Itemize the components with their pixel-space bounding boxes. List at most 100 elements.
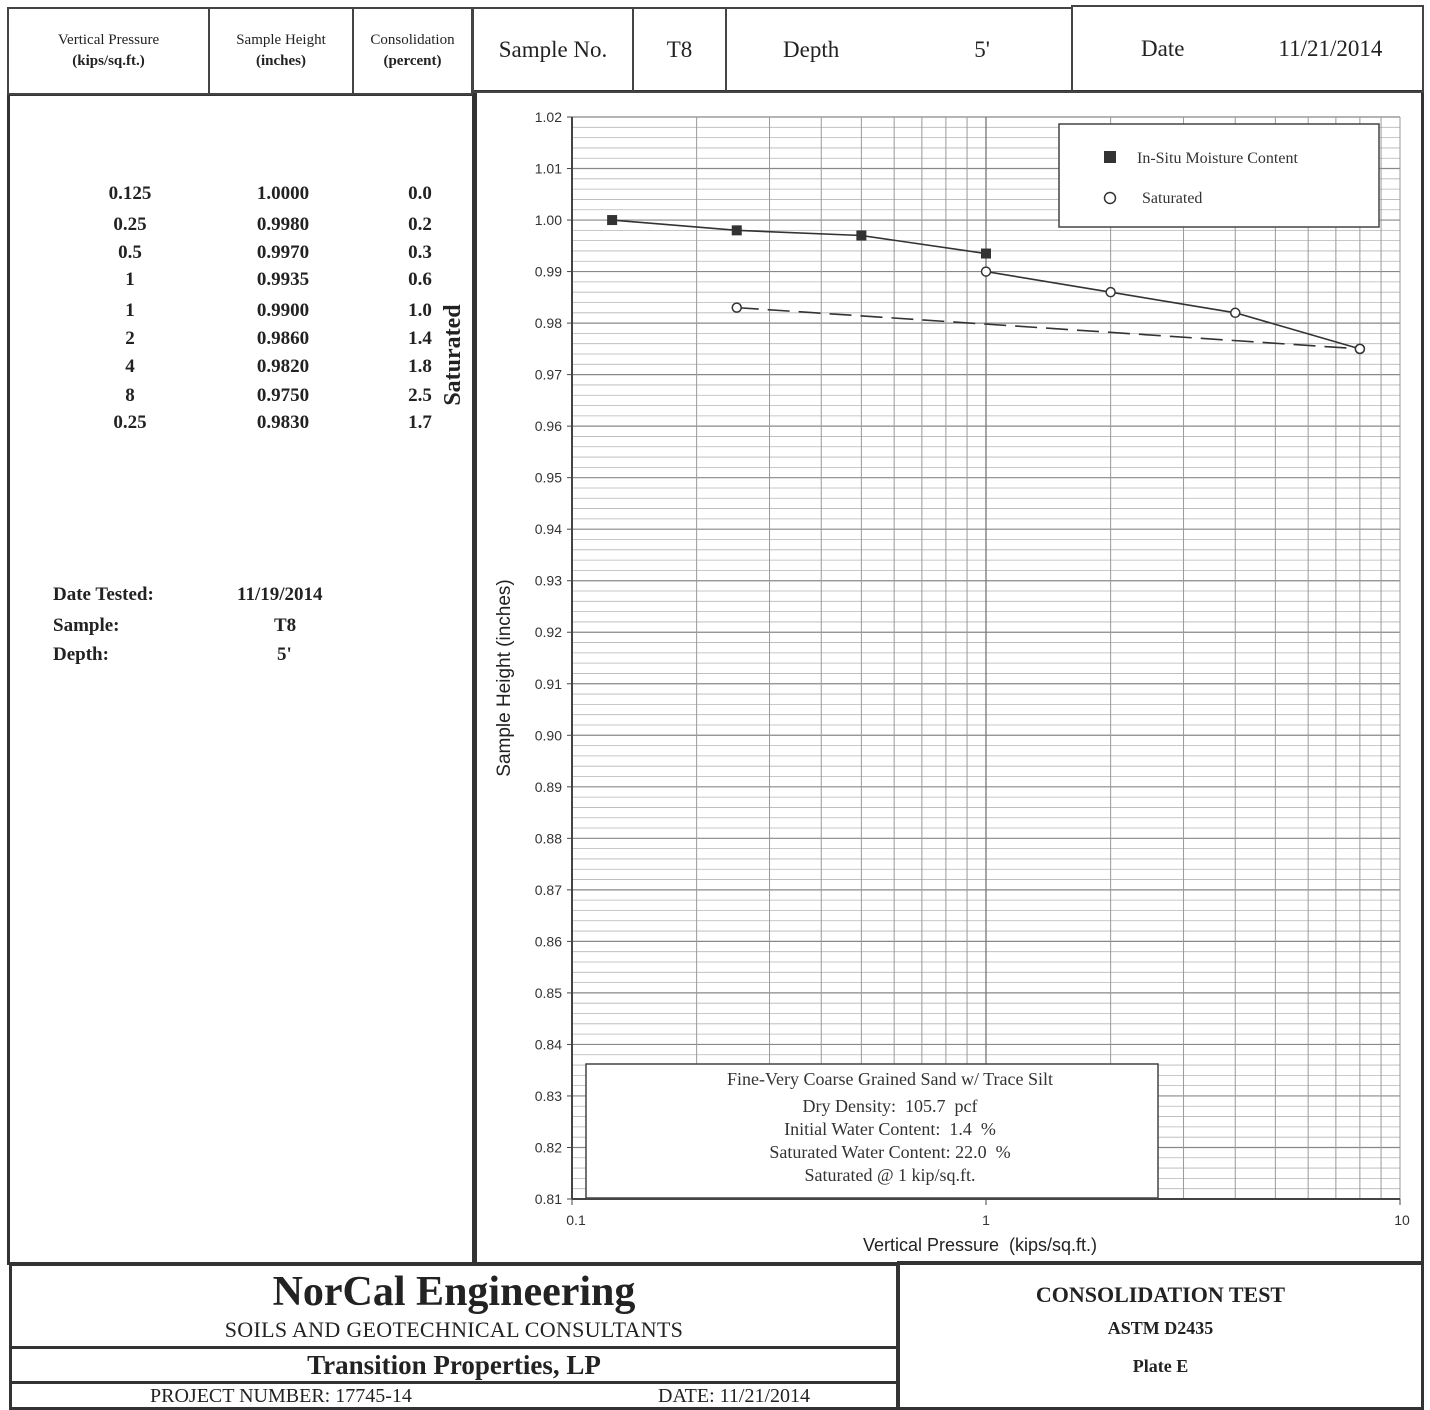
- x-tick-label: 0.1: [566, 1212, 586, 1228]
- table-cell-consolidation: 2.5: [408, 385, 432, 406]
- table-cell-pressure: 1: [125, 300, 135, 321]
- legend-box: [1058, 123, 1380, 228]
- insitu-point: [856, 230, 867, 241]
- table-cell-height: 0.9860: [256, 328, 310, 349]
- table-cell-consolidation: 1.0: [408, 300, 432, 321]
- saturated-series-line: [985, 270, 1361, 350]
- data-table: 0.125 1.0000 0.0 0.25 0.9980 0.2 0.5 0.9970 0.3 1…: [0, 0, 475, 460]
- y-tick-label: 0.94: [535, 521, 562, 537]
- depth-info-label: Depth:: [53, 644, 109, 665]
- depth-info-value: 5': [277, 644, 292, 665]
- y-tick-label: 0.82: [535, 1139, 562, 1155]
- table-cell-consolidation: 0.0: [408, 183, 432, 204]
- table-cell-consolidation: 1.8: [408, 356, 432, 377]
- y-tick-label: 1.00: [535, 212, 562, 228]
- table-cell-pressure: 4: [125, 356, 135, 377]
- insitu-point: [607, 215, 618, 226]
- company-name: NorCal Engineering: [272, 1269, 636, 1315]
- header-sample-value-cell: T8: [632, 7, 727, 93]
- y-tick-label: 0.99: [535, 264, 562, 280]
- header-height-title: Sample Height: [236, 32, 326, 48]
- date-label: Date: [1141, 36, 1185, 61]
- date-value: 11/21/2014: [1278, 36, 1383, 61]
- table-cell-pressure: 0.5: [118, 242, 142, 263]
- header-height-cell: Sample Height (inches): [208, 7, 354, 95]
- y-tick-label: 1.02: [535, 109, 562, 125]
- footer-right-frame: [897, 1261, 1424, 1410]
- depth-value: 5': [974, 37, 990, 62]
- table-cell-pressure: 2: [125, 328, 135, 349]
- annotation-line3: Initial Water Content: 1.4 %: [784, 1119, 996, 1139]
- legend-label-saturated: Saturated: [1142, 190, 1202, 207]
- y-axis-label: Sample Height (inches): [494, 579, 515, 776]
- sample-no-label: Sample No.: [498, 37, 608, 62]
- table-cell-height: 0.9980: [256, 214, 310, 235]
- y-tick-label: 0.81: [535, 1191, 562, 1207]
- sample-value: T8: [274, 615, 297, 636]
- header-pressure-title: Vertical Pressure: [57, 32, 160, 48]
- table-cell-height: 0.9830: [256, 412, 310, 433]
- plate-label: Plate E: [1132, 1356, 1189, 1376]
- y-tick-label: 0.98: [535, 315, 562, 331]
- test-standard: ASTM D2435: [1107, 1318, 1214, 1338]
- y-tick-label: 0.97: [535, 367, 562, 383]
- saturated-point: [980, 266, 992, 277]
- saturated-point: [1354, 343, 1366, 355]
- footer-divider-1: [9, 1346, 899, 1349]
- saturated-label-text: Saturated: [440, 304, 466, 406]
- test-title: CONSOLIDATION TEST: [1035, 1282, 1286, 1307]
- client-name: Transition Properties, LP: [307, 1350, 601, 1380]
- date-tested-value: 11/19/2014: [237, 584, 323, 605]
- header-depth-cell: Depth 5': [725, 7, 1073, 93]
- header-consolidation-title: Consolidation: [370, 32, 455, 48]
- x-tick-label: 10: [1394, 1212, 1410, 1228]
- annotation-line4: Saturated Water Content: 22.0 %: [769, 1142, 1010, 1162]
- saturated-vertical-label: Saturated: [440, 280, 470, 430]
- y-tick-label: 0.88: [535, 830, 562, 846]
- table-cell-consolidation: 1.4: [408, 328, 432, 349]
- header-date-cell: Date 11/21/2014: [1071, 5, 1424, 93]
- table-cell-pressure: 8: [125, 385, 135, 406]
- table-cell-height: 0.9750: [256, 385, 310, 406]
- depth-label: Depth: [783, 37, 840, 62]
- y-tick-label: 0.83: [535, 1088, 562, 1104]
- table-cell-pressure: 0.25: [113, 214, 147, 235]
- annotation-line1: Fine-Very Coarse Grained Sand w/ Trace S…: [727, 1069, 1053, 1089]
- sample-no-value: T8: [666, 37, 693, 62]
- consolidation-chart: 1.02 1.01 1.00 0.99 0.98 0.97 0.96 0.95 0.94 0.93…: [494, 109, 1410, 1255]
- footer-date: DATE: 11/21/2014: [658, 1385, 811, 1407]
- saturated-point: [1230, 307, 1241, 319]
- table-cell-consolidation: 0.3: [408, 242, 432, 263]
- table-cell-pressure: 1: [125, 269, 135, 290]
- table-cell-pressure: 0.25: [113, 412, 147, 433]
- header-pressure-unit: (kips/sq.ft.): [72, 53, 145, 69]
- insitu-series-line: [612, 219, 987, 255]
- legend-marker-insitu: [1104, 151, 1116, 163]
- y-tick-label: 0.91: [535, 676, 562, 692]
- table-cell-consolidation: 0.2: [408, 214, 432, 235]
- y-tick-label: 0.95: [535, 470, 562, 486]
- saturated-point: [1105, 286, 1116, 298]
- table-cell-pressure: 0.125: [108, 183, 152, 204]
- header-height-unit: (inches): [255, 53, 306, 69]
- company-subtitle: SOILS AND GEOTECHNICAL CONSULTANTS: [224, 1317, 684, 1342]
- insitu-point: [981, 248, 991, 259]
- y-tick-label: 0.90: [535, 727, 562, 743]
- table-cell-consolidation: 0.6: [408, 269, 432, 290]
- header-consolidation-unit: (percent): [383, 53, 442, 69]
- grid-vertical: [571, 117, 1382, 1199]
- table-cell-consolidation: 1.7: [408, 412, 432, 433]
- annotation-box: [585, 1063, 1159, 1199]
- sample-label: Sample:: [53, 615, 120, 636]
- table-cell-height: 0.9820: [256, 356, 310, 377]
- y-tick-label: 0.84: [535, 1036, 562, 1052]
- x-tick-label: 1: [982, 1212, 990, 1228]
- y-tick-label: 0.96: [535, 418, 562, 434]
- project-number: PROJECT NUMBER: 17745-14: [150, 1385, 412, 1407]
- x-axis-label: Vertical Pressure (kips/sq.ft.): [863, 1235, 1097, 1255]
- y-tick-label: 0.87: [535, 882, 562, 898]
- annotation-line2: Dry Density: 105.7 pcf: [803, 1096, 978, 1116]
- saturated-point: [731, 302, 742, 313]
- y-tick-label: 0.92: [535, 624, 562, 640]
- table-cell-height: 0.9900: [256, 300, 310, 321]
